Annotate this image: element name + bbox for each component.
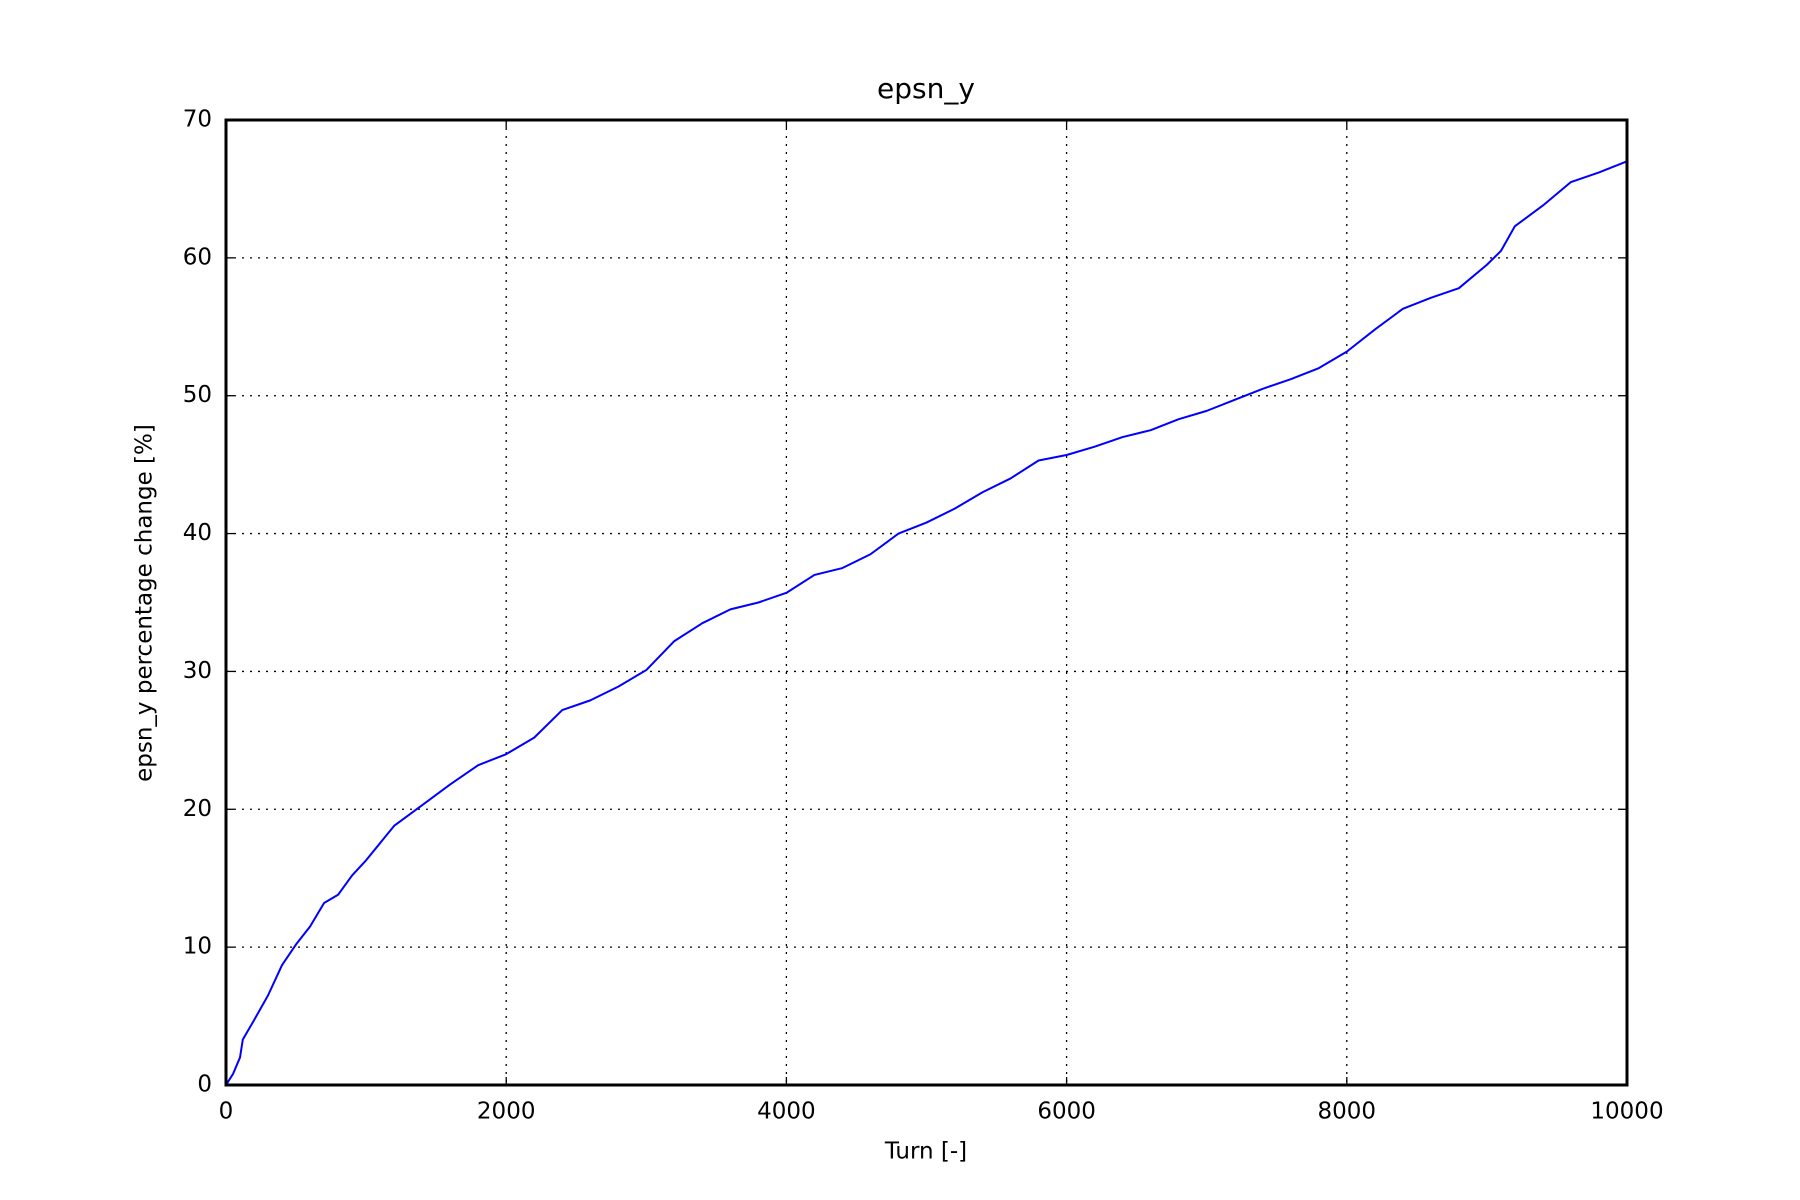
x-tick-label: 8000 <box>1318 1099 1377 1125</box>
x-tick-label: 0 <box>219 1099 234 1125</box>
x-tick-label: 10000 <box>1590 1099 1663 1125</box>
plot-frame <box>224 118 1629 1087</box>
y-tick-label: 20 <box>183 796 212 822</box>
y-tick-label: 0 <box>197 1072 212 1098</box>
x-tick-label: 2000 <box>477 1099 536 1125</box>
y-tick-label: 40 <box>183 520 212 546</box>
y-tick-label: 30 <box>183 658 212 684</box>
y-tick-label: 10 <box>183 934 212 960</box>
y-tick-label: 50 <box>183 382 212 408</box>
x-tick-label: 6000 <box>1037 1099 1096 1125</box>
x-axis-label: Turn [-] <box>884 1139 967 1165</box>
y-tick-label: 60 <box>183 244 212 270</box>
y-axis-label: epsn_y percentage change [%] <box>132 424 158 782</box>
data-line <box>225 160 1628 1086</box>
x-tick-label: 4000 <box>757 1099 816 1125</box>
chart-title: epsn_y <box>877 72 975 105</box>
y-tick-label: 70 <box>183 107 212 133</box>
